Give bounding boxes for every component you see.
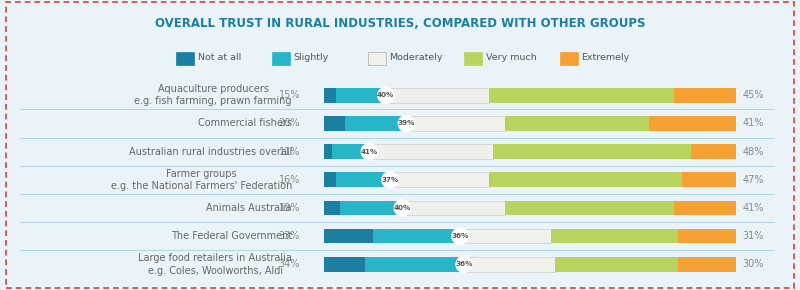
FancyBboxPatch shape xyxy=(682,173,736,187)
FancyBboxPatch shape xyxy=(464,257,554,272)
Ellipse shape xyxy=(398,115,415,132)
Text: 16%: 16% xyxy=(278,175,300,185)
FancyBboxPatch shape xyxy=(674,88,736,103)
Text: OVERALL TRUST IN RURAL INDUSTRIES, COMPARED WITH OTHER GROUPS: OVERALL TRUST IN RURAL INDUSTRIES, COMPA… xyxy=(154,17,646,30)
Text: 45%: 45% xyxy=(742,90,764,100)
FancyBboxPatch shape xyxy=(678,257,736,272)
Text: Extremely: Extremely xyxy=(582,53,630,63)
Text: 30%: 30% xyxy=(742,259,764,269)
FancyBboxPatch shape xyxy=(345,116,406,131)
FancyBboxPatch shape xyxy=(324,229,374,244)
FancyBboxPatch shape xyxy=(390,173,489,187)
Text: 41%: 41% xyxy=(742,203,764,213)
Text: 39%: 39% xyxy=(398,120,415,126)
Text: Commercial fishers: Commercial fishers xyxy=(198,118,292,128)
FancyBboxPatch shape xyxy=(324,201,341,215)
Ellipse shape xyxy=(451,227,469,245)
FancyBboxPatch shape xyxy=(489,88,674,103)
FancyBboxPatch shape xyxy=(272,52,290,65)
FancyBboxPatch shape xyxy=(678,229,736,244)
Text: 36%: 36% xyxy=(451,233,469,239)
FancyBboxPatch shape xyxy=(324,116,345,131)
FancyBboxPatch shape xyxy=(690,144,736,159)
Text: 47%: 47% xyxy=(742,175,764,185)
Ellipse shape xyxy=(455,255,473,273)
FancyBboxPatch shape xyxy=(324,88,336,103)
FancyBboxPatch shape xyxy=(332,144,370,159)
Text: 31%: 31% xyxy=(742,231,764,241)
FancyBboxPatch shape xyxy=(489,173,682,187)
FancyBboxPatch shape xyxy=(674,201,736,215)
FancyBboxPatch shape xyxy=(402,201,506,215)
Text: 40%: 40% xyxy=(377,92,394,98)
FancyBboxPatch shape xyxy=(374,229,460,244)
FancyBboxPatch shape xyxy=(650,116,736,131)
Text: 34%: 34% xyxy=(278,259,300,269)
Text: Australian rural industries overall: Australian rural industries overall xyxy=(129,147,292,157)
FancyBboxPatch shape xyxy=(460,229,550,244)
Text: 40%: 40% xyxy=(394,205,411,211)
FancyBboxPatch shape xyxy=(406,116,506,131)
FancyBboxPatch shape xyxy=(336,173,390,187)
Text: Aquaculture producers
e.g. fish farming, prawn farming: Aquaculture producers e.g. fish farming,… xyxy=(134,84,292,106)
FancyBboxPatch shape xyxy=(324,144,332,159)
Text: 41%: 41% xyxy=(742,118,764,128)
Text: Large food retailers in Australia
e.g. Coles, Woolworths, Aldi: Large food retailers in Australia e.g. C… xyxy=(138,253,292,276)
Text: 20%: 20% xyxy=(278,118,300,128)
Ellipse shape xyxy=(361,143,378,160)
Text: Slightly: Slightly xyxy=(294,53,329,63)
FancyBboxPatch shape xyxy=(324,173,336,187)
Ellipse shape xyxy=(381,171,398,188)
FancyBboxPatch shape xyxy=(176,52,194,65)
Text: 41%: 41% xyxy=(361,149,378,155)
FancyBboxPatch shape xyxy=(368,52,386,65)
FancyBboxPatch shape xyxy=(336,88,386,103)
Text: 11%: 11% xyxy=(278,147,300,157)
Text: Moderately: Moderately xyxy=(390,53,443,63)
Text: 19%: 19% xyxy=(278,203,300,213)
FancyBboxPatch shape xyxy=(464,52,482,65)
Text: The Federal Government: The Federal Government xyxy=(170,231,292,241)
FancyBboxPatch shape xyxy=(365,257,464,272)
Text: 48%: 48% xyxy=(742,147,764,157)
Ellipse shape xyxy=(394,199,411,217)
Text: Farmer groups
e.g. the National Farmers' Federation: Farmer groups e.g. the National Farmers'… xyxy=(110,168,292,191)
FancyBboxPatch shape xyxy=(550,229,678,244)
Ellipse shape xyxy=(377,86,394,104)
FancyBboxPatch shape xyxy=(386,88,489,103)
FancyBboxPatch shape xyxy=(324,257,365,272)
FancyBboxPatch shape xyxy=(341,201,402,215)
Text: 37%: 37% xyxy=(382,177,398,183)
Text: 33%: 33% xyxy=(278,231,300,241)
FancyBboxPatch shape xyxy=(560,52,578,65)
Text: 15%: 15% xyxy=(278,90,300,100)
FancyBboxPatch shape xyxy=(506,201,674,215)
FancyBboxPatch shape xyxy=(506,116,650,131)
FancyBboxPatch shape xyxy=(493,144,690,159)
Text: Very much: Very much xyxy=(486,53,536,63)
FancyBboxPatch shape xyxy=(554,257,678,272)
Text: 36%: 36% xyxy=(455,261,473,267)
Text: Not at all: Not at all xyxy=(198,53,241,63)
FancyBboxPatch shape xyxy=(370,144,493,159)
Text: Animals Australia: Animals Australia xyxy=(206,203,292,213)
